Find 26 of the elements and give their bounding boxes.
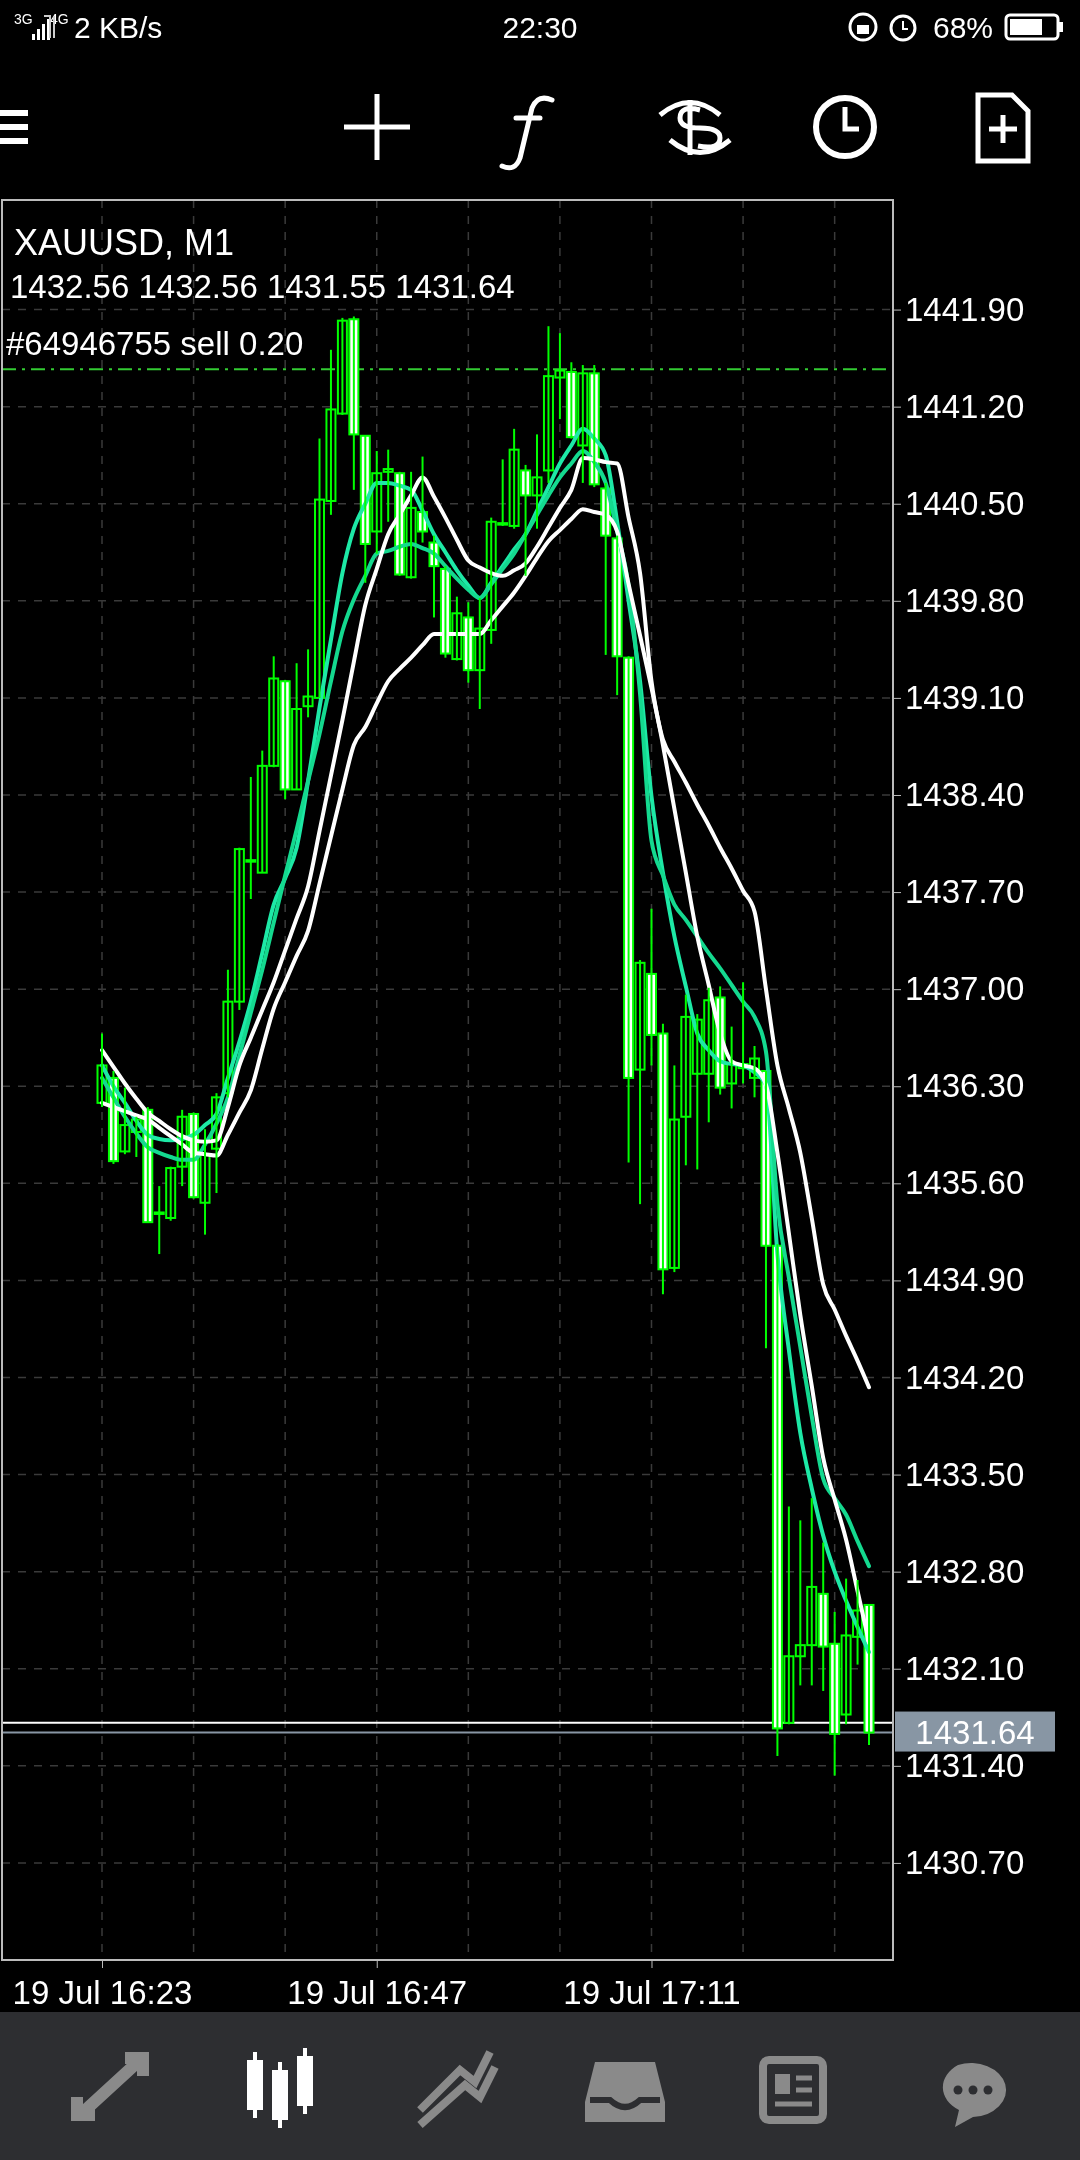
- y-tick-label: 1439.10: [905, 678, 1025, 716]
- text: 1432.56 1432.56 1431.55 1431.64: [10, 268, 515, 305]
- y-tick-label: 1440.50: [905, 484, 1025, 522]
- y-tick-label: 1434.20: [905, 1358, 1025, 1396]
- x-tick-label: 19 Jul 16:47: [287, 1973, 468, 2011]
- y-tick-label: 1437.70: [905, 873, 1025, 911]
- y-tick-label: 1435.60: [905, 1164, 1025, 1202]
- text: 2 KB/s: [74, 11, 163, 44]
- y-tick-label: 1432.80: [905, 1552, 1025, 1590]
- y-tick-label: 1432.10: [905, 1649, 1025, 1687]
- x-tick-label: 19 Jul 16:23: [12, 1973, 193, 2011]
- y-tick-label: 1441.20: [905, 387, 1025, 425]
- y-tick-label: 1433.50: [905, 1455, 1025, 1493]
- y-tick-label: 1436.30: [905, 1067, 1025, 1105]
- y-tick-label: 1434.90: [905, 1261, 1025, 1299]
- text: 22:30: [502, 11, 578, 44]
- y-tick-label: 1441.90: [905, 290, 1025, 328]
- y-tick-label: 1439.80: [905, 581, 1025, 619]
- x-tick-label: 19 Jul 17:11: [563, 1973, 741, 2011]
- y-tick-label: 1430.70: [905, 1843, 1025, 1881]
- text: 3G: [14, 11, 33, 27]
- text: 68%: [932, 11, 993, 44]
- text: XAUUSD, M1: [14, 222, 235, 263]
- y-tick-label: 1438.40: [905, 776, 1025, 814]
- ref-line-label: #64946755 sell 0.20: [6, 325, 304, 363]
- y-tick-label: 1437.00: [905, 970, 1025, 1008]
